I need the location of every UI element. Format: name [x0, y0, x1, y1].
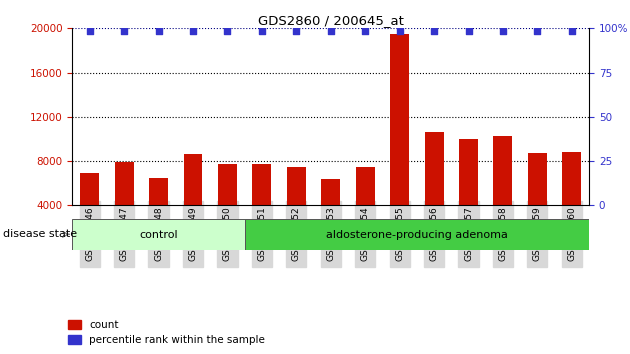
Bar	[390, 34, 409, 250]
Bar	[72, 219, 244, 250]
Point	[257, 28, 267, 34]
Text: aldosterone-producing adenoma: aldosterone-producing adenoma	[326, 229, 508, 240]
Legend: count, percentile rank within the sample: count, percentile rank within the sample	[68, 320, 265, 345]
Bar	[149, 178, 168, 250]
Bar	[183, 154, 202, 250]
Bar	[321, 179, 340, 250]
Bar	[244, 219, 589, 250]
Text: disease state: disease state	[3, 229, 77, 239]
Point	[498, 28, 508, 34]
Bar	[493, 136, 512, 250]
Point	[222, 28, 232, 34]
Bar	[115, 162, 134, 250]
Bar	[459, 139, 478, 250]
Point	[291, 28, 301, 34]
Point	[84, 28, 94, 34]
Title: GDS2860 / 200645_at: GDS2860 / 200645_at	[258, 14, 404, 27]
Point	[429, 28, 439, 34]
Bar	[218, 164, 237, 250]
Bar	[287, 167, 306, 250]
Point	[394, 28, 404, 34]
Point	[532, 28, 542, 34]
Bar	[563, 152, 581, 250]
Point	[188, 28, 198, 34]
Text: control: control	[139, 229, 178, 240]
Bar	[253, 164, 272, 250]
Point	[154, 28, 164, 34]
Point	[326, 28, 336, 34]
Point	[360, 28, 370, 34]
Bar	[356, 167, 375, 250]
Bar	[425, 132, 444, 250]
Bar	[528, 153, 547, 250]
Point	[119, 28, 129, 34]
Point	[567, 28, 577, 34]
Bar	[80, 173, 99, 250]
Point	[464, 28, 474, 34]
